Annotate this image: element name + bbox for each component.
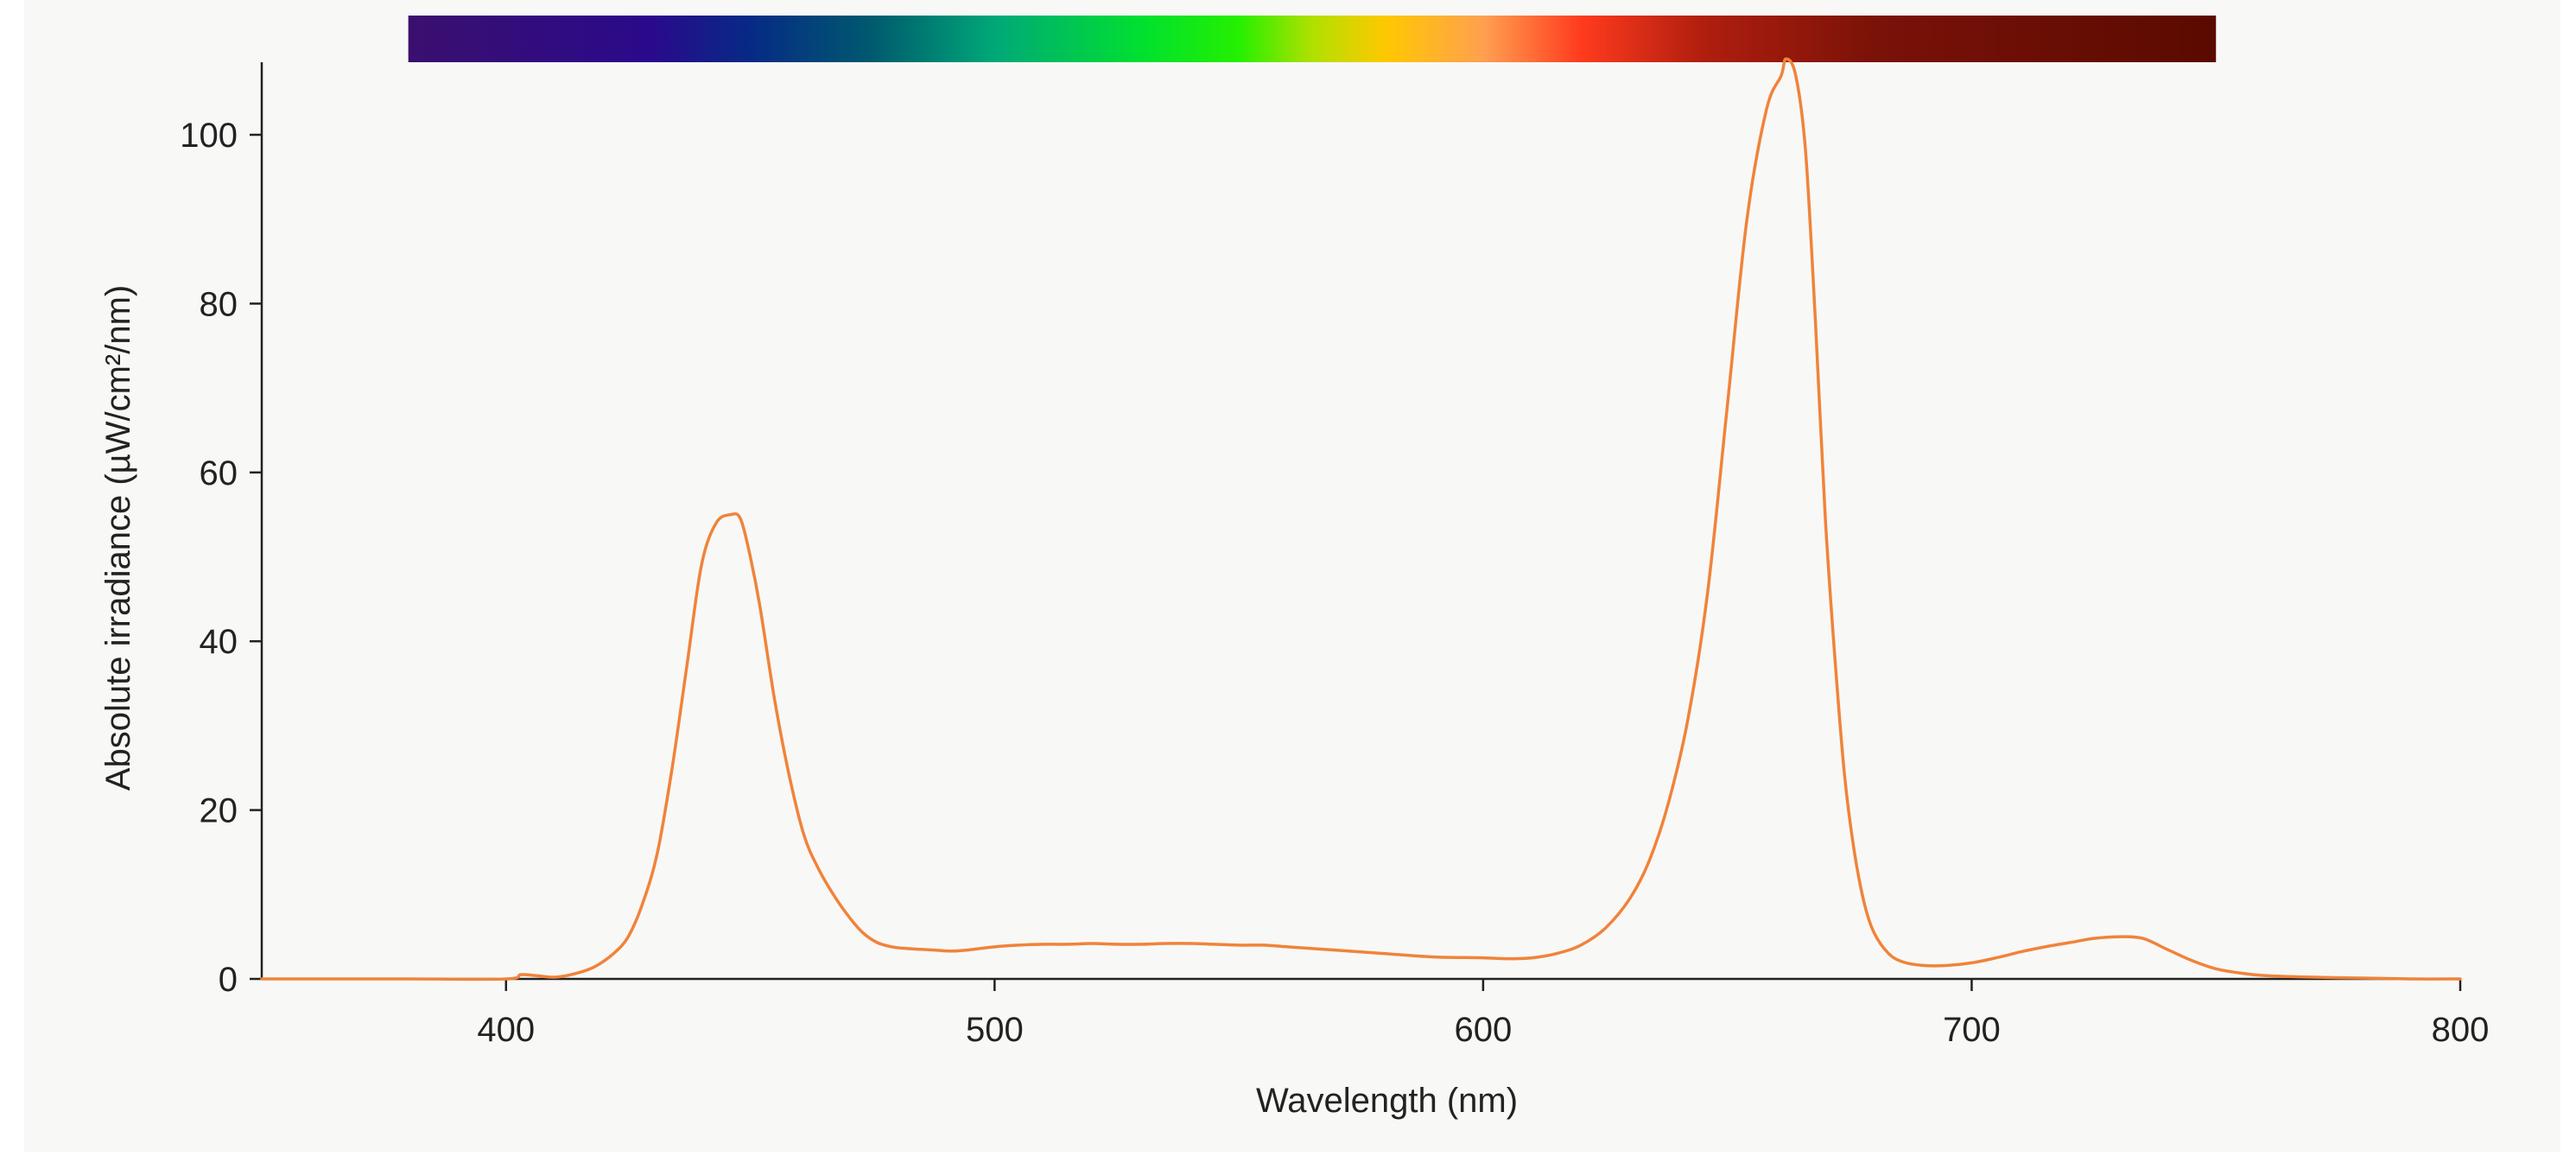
- x-tick-label: 800: [2432, 1011, 2490, 1049]
- y-tick-label: 100: [180, 117, 238, 155]
- x-tick-label: 400: [477, 1011, 535, 1049]
- y-tick-label: 40: [200, 623, 238, 661]
- irradiance-series-line: [260, 57, 2462, 982]
- x-tick-label: 700: [1943, 1011, 2001, 1049]
- x-ticks: 400 500 600 700 800: [477, 979, 2489, 1049]
- y-tick-label: 60: [200, 454, 238, 492]
- spectrum-chart: 0 20 40 60 80 100 400 500 600 700 800 Wavelength …: [99, 16, 2489, 1120]
- x-tick-label: 600: [1455, 1011, 1513, 1049]
- x-tick-label: 500: [966, 1011, 1024, 1049]
- y-tick-label: 80: [200, 285, 238, 323]
- y-tick-label: 0: [219, 961, 238, 999]
- visible-spectrum-bar: [408, 16, 2217, 62]
- chart-panel: 0 20 40 60 80 100 400 500 600 700 800 Wavelength …: [24, 0, 2560, 1152]
- x-axis-title: Wavelength (nm): [1256, 1082, 1518, 1120]
- y-axis-title: Absolute irradiance (µW/cm²/nm): [99, 285, 137, 791]
- y-ticks: 0 20 40 60 80 100: [180, 117, 262, 999]
- y-tick-label: 20: [200, 792, 238, 830]
